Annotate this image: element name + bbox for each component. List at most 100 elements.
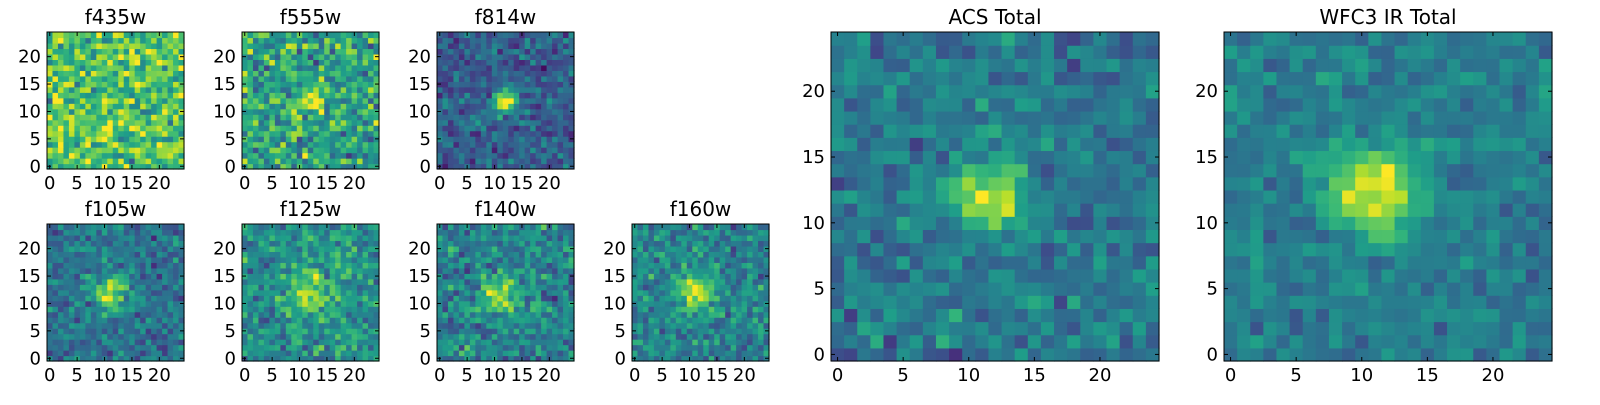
- heatmap-cell: [558, 251, 564, 257]
- heatmap-cell: [173, 103, 179, 109]
- heatmap-cell: [275, 43, 281, 49]
- heatmap-cell: [313, 279, 319, 285]
- heatmap-cell: [552, 131, 558, 137]
- heatmap-cell: [135, 103, 141, 109]
- heatmap-cell: [698, 224, 704, 230]
- heatmap-cell: [157, 98, 163, 104]
- heatmap-cell: [648, 290, 654, 296]
- heatmap-cell: [275, 48, 281, 54]
- heatmap-cell: [63, 262, 69, 268]
- heatmap-cell: [313, 153, 319, 159]
- heatmap-cell: [173, 345, 179, 351]
- heatmap-cell: [146, 306, 152, 312]
- x-tick-label: 15: [510, 173, 533, 194]
- heatmap-cell: [536, 131, 542, 137]
- y-tick-label: 5: [30, 321, 41, 342]
- heatmap-cell: [459, 268, 465, 274]
- heatmap-cell: [247, 295, 253, 301]
- heatmap-cell: [74, 339, 80, 345]
- heatmap-cell: [91, 334, 97, 340]
- heatmap-cell: [63, 120, 69, 126]
- heatmap-cell: [665, 334, 671, 340]
- heatmap-cell: [949, 269, 963, 283]
- heatmap-cell: [536, 246, 542, 252]
- heatmap-cell: [341, 295, 347, 301]
- heatmap-cell: [470, 240, 476, 246]
- heatmap-cell: [475, 295, 481, 301]
- heatmap-cell: [503, 37, 509, 43]
- heatmap-cell: [1093, 203, 1107, 217]
- heatmap-cell: [357, 109, 363, 115]
- heatmap-cell: [113, 131, 119, 137]
- heatmap-cell: [286, 32, 292, 38]
- heatmap-cell: [135, 37, 141, 43]
- heatmap-cell: [681, 235, 687, 241]
- heatmap-cell: [91, 323, 97, 329]
- heatmap-cell: [129, 317, 135, 323]
- heatmap-cell: [129, 125, 135, 131]
- heatmap-cell: [481, 328, 487, 334]
- heatmap-cell: [129, 290, 135, 296]
- heatmap-cell: [308, 158, 314, 164]
- heatmap-cell: [725, 235, 731, 241]
- heatmap-cell: [151, 70, 157, 76]
- heatmap-cell: [910, 348, 924, 362]
- heatmap-cell: [1067, 282, 1081, 296]
- heatmap-cell: [1067, 322, 1081, 336]
- heatmap-cell: [481, 334, 487, 340]
- heatmap-cell: [481, 339, 487, 345]
- heatmap-cell: [91, 235, 97, 241]
- heatmap-cell: [118, 284, 124, 290]
- heatmap-cell: [936, 269, 950, 283]
- heatmap-cell: [637, 328, 643, 334]
- heatmap-cell: [302, 70, 308, 76]
- heatmap-cell: [264, 334, 270, 340]
- heatmap-cell: [643, 284, 649, 290]
- heatmap-cell: [85, 323, 91, 329]
- heatmap-cell: [519, 92, 525, 98]
- heatmap-cell: [124, 153, 130, 159]
- heatmap-cell: [503, 65, 509, 71]
- heatmap-cell: [146, 158, 152, 164]
- heatmap-cell: [330, 87, 336, 93]
- heatmap-cell: [897, 203, 911, 217]
- heatmap-cell: [52, 59, 58, 65]
- heatmap-cell: [162, 142, 168, 148]
- heatmap-cell: [508, 54, 514, 60]
- heatmap-cell: [442, 114, 448, 120]
- heatmap-cell: [758, 323, 764, 329]
- heatmap-cell: [63, 224, 69, 230]
- heatmap-cell: [69, 350, 75, 356]
- heatmap-cell: [552, 114, 558, 120]
- heatmap-cell: [923, 229, 937, 243]
- heatmap-cell: [486, 76, 492, 82]
- heatmap-cell: [129, 257, 135, 263]
- heatmap-cell: [453, 345, 459, 351]
- heatmap-cell: [514, 158, 520, 164]
- heatmap-cell: [503, 279, 509, 285]
- heatmap-cell: [58, 142, 64, 148]
- heatmap-cell: [552, 109, 558, 115]
- heatmap-cell: [758, 334, 764, 340]
- heatmap-cell: [162, 54, 168, 60]
- heatmap-cell: [503, 301, 509, 307]
- heatmap-cell: [464, 306, 470, 312]
- heatmap-cell: [168, 109, 174, 115]
- heatmap-cell: [74, 92, 80, 98]
- heatmap-cell: [442, 317, 448, 323]
- heatmap-cell: [470, 262, 476, 268]
- heatmap-cell: [162, 301, 168, 307]
- heatmap-cell: [113, 87, 119, 93]
- heatmap-cell: [442, 257, 448, 263]
- heatmap-cell: [643, 312, 649, 318]
- heatmap-cell: [547, 81, 553, 87]
- heatmap-cell: [286, 257, 292, 263]
- heatmap-cell: [247, 59, 253, 65]
- heatmap-cell: [63, 70, 69, 76]
- heatmap-cell: [514, 301, 520, 307]
- heatmap-cell: [168, 131, 174, 137]
- heatmap-cell: [530, 142, 536, 148]
- heatmap-cell: [552, 312, 558, 318]
- heatmap-cell: [302, 109, 308, 115]
